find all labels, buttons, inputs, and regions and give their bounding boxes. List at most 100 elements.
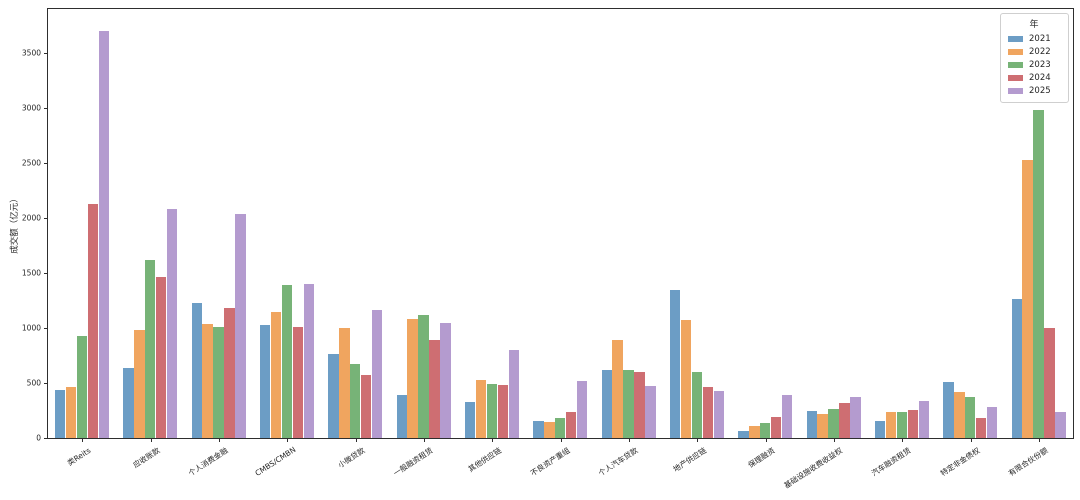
x-tick-mark xyxy=(355,438,357,442)
bar-2024-有限合伙份额 xyxy=(1044,328,1055,438)
bar-2023-基础设施收费收益权 xyxy=(828,408,839,438)
bar-2023-一般融资租赁 xyxy=(418,314,429,438)
bar-2023-不良资产重组 xyxy=(555,417,566,438)
y-tick-mark xyxy=(44,273,48,274)
y-tick-label: 2500 xyxy=(21,158,41,168)
legend-item-2025: 2025 xyxy=(1008,84,1060,97)
x-tick-mark xyxy=(150,438,152,442)
bar-2021-其他供应链 xyxy=(464,401,476,438)
bar-2025-一般融资租赁 xyxy=(440,322,451,438)
bar-2024-地产供应链 xyxy=(702,387,714,438)
bar-2021-个人汽车贷款 xyxy=(601,369,612,438)
y-tick-label: 3500 xyxy=(21,48,41,58)
legend-label: 2022 xyxy=(1029,46,1051,57)
bar-2025-CMBS/CMBN xyxy=(303,284,314,438)
y-tick-label: 0 xyxy=(36,433,41,443)
x-tick-mark xyxy=(1038,438,1040,442)
x-tick-mark xyxy=(82,438,84,442)
bar-2023-小微贷款 xyxy=(350,364,361,438)
bar-2024-不良资产重组 xyxy=(565,412,577,438)
bar-2022-特定非金债权 xyxy=(954,391,965,438)
legend-swatch xyxy=(1008,87,1023,94)
bar-2021-小微贷款 xyxy=(328,354,339,438)
x-tick-mark xyxy=(492,438,494,442)
legend-swatch xyxy=(1008,35,1023,42)
bar-2021-应收账款 xyxy=(123,367,134,438)
bar-2025-地产供应链 xyxy=(713,390,724,438)
x-tick-mark xyxy=(697,438,699,442)
x-tick-label: 类Reits xyxy=(65,445,93,468)
y-tick-label: 1500 xyxy=(21,268,41,278)
x-tick-mark xyxy=(218,438,220,442)
bar-2025-其他供应链 xyxy=(508,350,519,438)
bar-2021-CMBS/CMBN xyxy=(259,324,271,438)
bar-2021-地产供应链 xyxy=(669,289,681,438)
bar-2025-基础设施收费收益权 xyxy=(850,396,861,438)
x-tick-label: 应收账款 xyxy=(130,445,161,470)
legend-rows: 2021 2022 2023 2024 2025 xyxy=(1008,32,1060,97)
bar-2024-CMBS/CMBN xyxy=(292,326,304,438)
bar-2025-个人汽车贷款 xyxy=(645,386,656,438)
x-tick-label: 其他供应链 xyxy=(466,445,503,474)
legend-label: 2023 xyxy=(1029,59,1051,70)
bar-2023-其他供应链 xyxy=(486,384,498,438)
bar-2024-应收账款 xyxy=(155,277,167,438)
x-tick-label: 保理融资 xyxy=(745,445,776,470)
bar-2022-保理融资 xyxy=(749,425,760,438)
bar-2024-保理融资 xyxy=(770,416,782,438)
bar-2022-有限合伙份额 xyxy=(1022,159,1033,438)
y-axis-label: 成交额（亿元） xyxy=(10,193,20,254)
bar-2025-汽车融资租赁 xyxy=(918,400,929,438)
y-tick-mark xyxy=(44,328,48,329)
bar-2022-基础设施收费收益权 xyxy=(817,413,828,438)
bar-2023-保理融资 xyxy=(760,422,771,438)
legend-item-2023: 2023 xyxy=(1008,58,1060,71)
legend-item-2021: 2021 xyxy=(1008,32,1060,45)
x-tick-mark xyxy=(970,438,972,442)
x-tick-mark xyxy=(423,438,425,442)
bar-2024-基础设施收费收益权 xyxy=(839,403,850,438)
legend-swatch xyxy=(1008,61,1023,68)
bar-2022-小微贷款 xyxy=(339,328,350,438)
bar-2024-个人汽车贷款 xyxy=(634,372,645,438)
bar-2024-汽车融资租赁 xyxy=(907,409,919,438)
bar-2024-个人消费金融 xyxy=(224,308,235,438)
bar-2023-类Reits xyxy=(76,335,88,438)
bar-2021-不良资产重组 xyxy=(533,420,544,438)
y-tick-label: 2000 xyxy=(21,213,41,223)
x-tick-label: 基础设施收费收益权 xyxy=(782,445,845,491)
bar-2023-有限合伙份额 xyxy=(1033,110,1044,438)
y-tick-label: 500 xyxy=(26,378,41,388)
bar-2025-特定非金债权 xyxy=(986,407,998,438)
legend: 年 2021 2022 2023 2024 2025 xyxy=(1000,13,1069,103)
legend-swatch xyxy=(1008,74,1023,81)
legend-label: 2021 xyxy=(1029,33,1051,44)
bar-2022-个人汽车贷款 xyxy=(612,340,623,438)
legend-swatch xyxy=(1008,48,1023,55)
bar-2025-小微贷款 xyxy=(371,310,383,438)
x-tick-label: 个人消费金融 xyxy=(186,445,230,478)
bar-2022-应收账款 xyxy=(134,330,145,438)
x-tick-mark xyxy=(902,438,904,442)
x-tick-label: 有限合伙份额 xyxy=(1006,445,1050,478)
y-tick-mark xyxy=(44,163,48,164)
bar-2022-不良资产重组 xyxy=(544,421,555,438)
legend-item-2024: 2024 xyxy=(1008,71,1060,84)
bar-2023-应收账款 xyxy=(145,259,156,438)
x-tick-mark xyxy=(287,438,289,442)
bar-2025-个人消费金融 xyxy=(235,213,246,438)
bar-2021-保理融资 xyxy=(738,431,749,438)
bar-2022-汽车融资租赁 xyxy=(885,412,897,438)
bar-2023-个人汽车贷款 xyxy=(623,370,634,438)
y-tick-mark xyxy=(44,218,48,219)
bar-2024-一般融资租赁 xyxy=(429,340,440,438)
y-tick-mark xyxy=(44,438,48,439)
bar-2022-个人消费金融 xyxy=(202,323,213,438)
bar-2021-类Reits xyxy=(54,389,66,438)
bar-2022-一般融资租赁 xyxy=(407,319,418,438)
bar-2024-其他供应链 xyxy=(497,385,509,438)
x-tick-label: 小微贷款 xyxy=(335,445,366,470)
bar-2022-CMBS/CMBN xyxy=(270,311,282,438)
bar-2024-类Reits xyxy=(87,203,99,438)
